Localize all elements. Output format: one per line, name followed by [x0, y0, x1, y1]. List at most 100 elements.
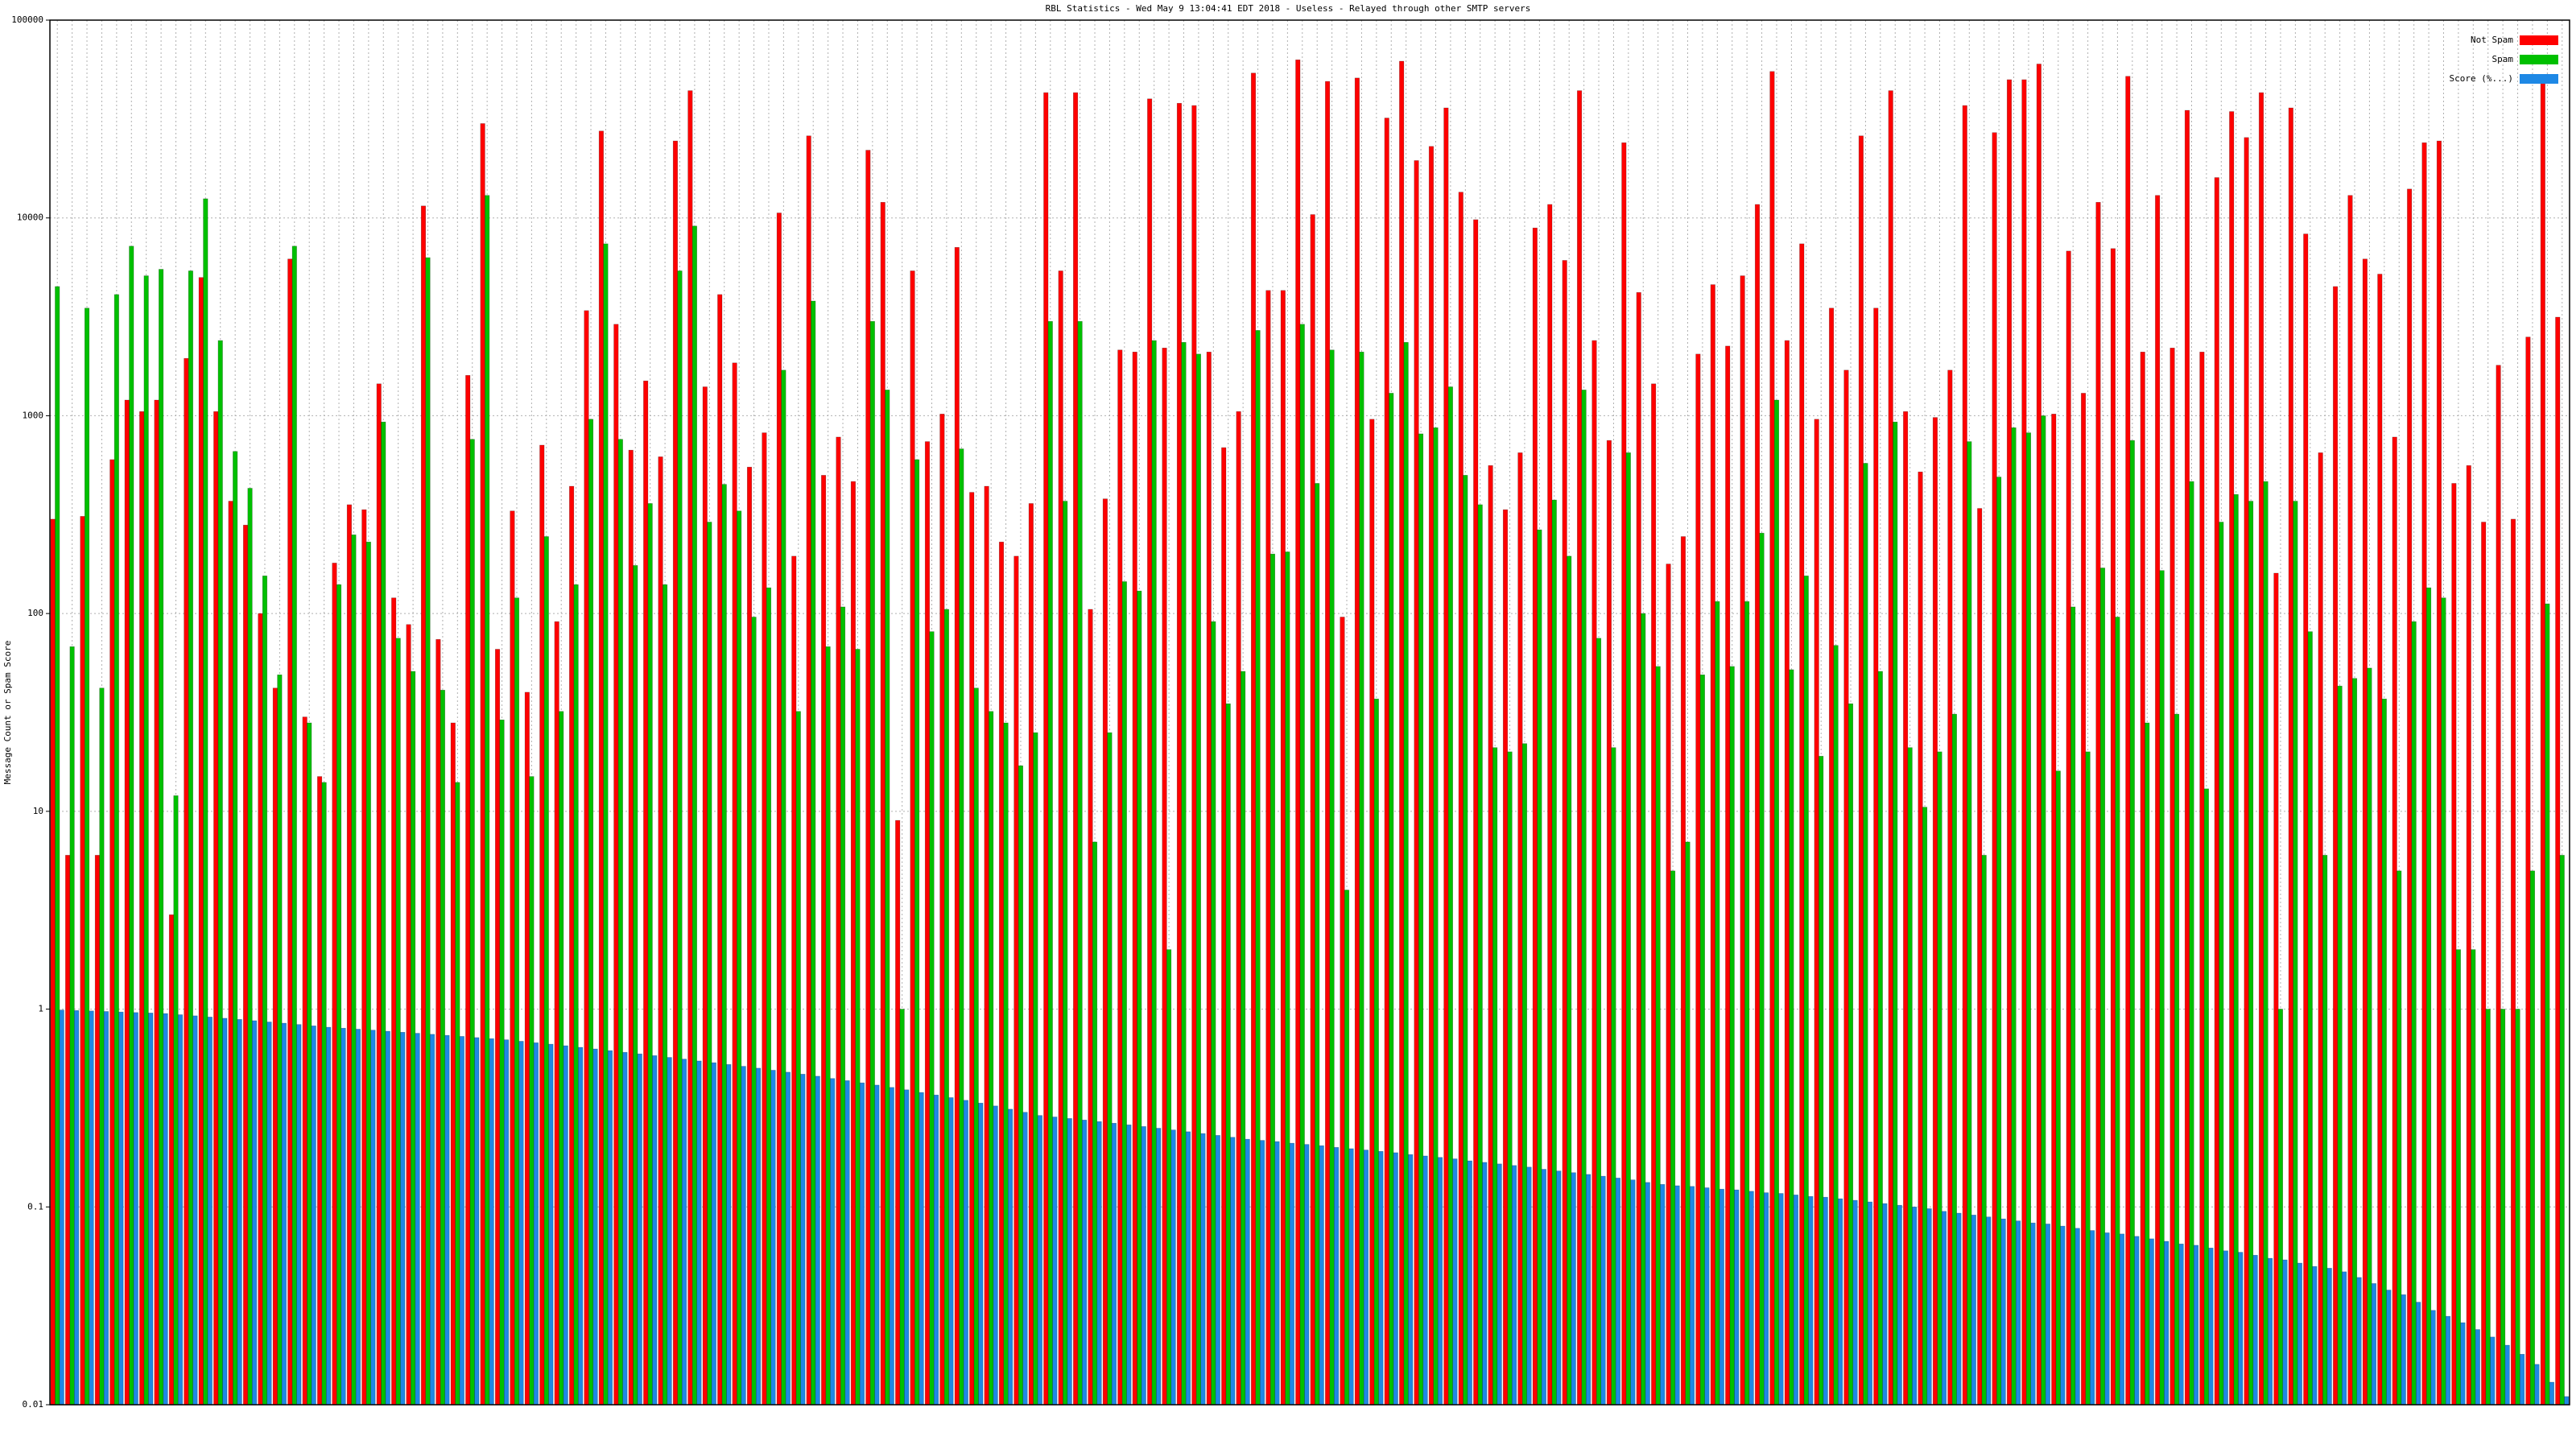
bar — [2555, 316, 2561, 1406]
bar — [133, 1012, 138, 1406]
bar — [1245, 1138, 1250, 1406]
bar — [1754, 204, 1761, 1406]
bar — [588, 419, 594, 1406]
bar — [1759, 532, 1765, 1406]
bar — [929, 631, 935, 1406]
bar — [2016, 1220, 2021, 1406]
bar — [228, 501, 233, 1406]
bar — [2011, 427, 2017, 1406]
bar — [391, 597, 397, 1406]
bar — [2436, 140, 2442, 1406]
bar — [213, 411, 219, 1406]
bar — [969, 492, 975, 1406]
bar — [1611, 747, 1616, 1406]
bar — [573, 584, 579, 1406]
bar — [667, 1057, 672, 1406]
bar — [233, 451, 238, 1406]
bar — [1581, 390, 1587, 1406]
legend-label: Score (%...) — [2450, 73, 2513, 84]
bar — [2193, 1245, 2199, 1406]
bar — [1191, 105, 1197, 1406]
bar — [1992, 132, 1997, 1406]
bar — [1748, 1191, 1754, 1406]
bar — [291, 246, 297, 1406]
bar — [1452, 1158, 1458, 1406]
bar — [1206, 351, 1212, 1406]
bar — [1606, 440, 1612, 1406]
bar — [1670, 870, 1676, 1406]
bar — [1073, 92, 1079, 1406]
bar — [1319, 1145, 1324, 1406]
bar — [1482, 1162, 1488, 1406]
bar — [1967, 441, 1972, 1406]
bar — [1443, 107, 1449, 1406]
bar — [1962, 105, 1967, 1406]
bar — [450, 722, 456, 1406]
legend-swatch — [2520, 74, 2558, 84]
bar — [103, 1011, 109, 1406]
bar — [1230, 1137, 1236, 1406]
bar — [1265, 290, 1271, 1406]
bar — [1867, 1201, 1873, 1406]
bar — [1814, 419, 1819, 1406]
bar — [2326, 1268, 2332, 1406]
bar — [332, 563, 337, 1406]
bar — [2282, 1259, 2288, 1406]
bar — [1843, 369, 1849, 1406]
bar — [770, 1070, 776, 1406]
bar — [143, 275, 149, 1406]
bar — [2273, 572, 2279, 1406]
bar — [2510, 518, 2516, 1406]
bar — [400, 1031, 406, 1406]
bar — [2055, 770, 2061, 1406]
bar — [2525, 336, 2531, 1406]
bar — [948, 1097, 954, 1406]
bar — [746, 466, 753, 1406]
bar — [732, 362, 737, 1406]
bar — [899, 1009, 905, 1406]
bar — [1241, 671, 1246, 1406]
bar — [355, 1029, 361, 1406]
bar — [1063, 501, 1068, 1406]
bar — [628, 449, 634, 1406]
bar — [55, 286, 60, 1406]
bar — [2199, 351, 2205, 1406]
bar — [89, 1010, 94, 1406]
bar — [336, 584, 342, 1406]
bar — [1793, 1195, 1798, 1406]
bar — [791, 555, 797, 1406]
bar — [2189, 481, 2194, 1406]
bar — [2219, 522, 2224, 1406]
bar — [2090, 1230, 2095, 1406]
bar — [1897, 1204, 1902, 1406]
bar — [2303, 233, 2309, 1406]
bar — [1211, 621, 1216, 1406]
bar — [2223, 1250, 2228, 1406]
bar — [844, 1080, 850, 1406]
bar — [1877, 671, 1883, 1406]
bar — [1018, 765, 1024, 1406]
bar — [1132, 351, 1137, 1406]
bar — [529, 776, 535, 1406]
bar — [2534, 1364, 2540, 1406]
bar — [2407, 188, 2413, 1406]
y-axis-label: Message Count or Spam Score — [2, 641, 13, 785]
bar — [1348, 1148, 1354, 1406]
bar — [1111, 1122, 1117, 1406]
bar — [681, 1059, 687, 1406]
bar — [1156, 1128, 1162, 1406]
bar — [993, 1105, 998, 1406]
bar — [499, 719, 505, 1406]
bar — [361, 509, 367, 1406]
bar — [469, 439, 475, 1406]
bar — [1147, 98, 1153, 1406]
y-tick-label: 10 — [33, 806, 43, 816]
bar — [1778, 1193, 1784, 1406]
bar — [1280, 290, 1286, 1406]
bar — [510, 510, 515, 1406]
bar — [252, 1020, 258, 1406]
bar — [99, 687, 105, 1406]
bar — [2520, 1353, 2525, 1406]
bar — [2401, 1294, 2406, 1406]
bar — [1022, 1112, 1028, 1406]
